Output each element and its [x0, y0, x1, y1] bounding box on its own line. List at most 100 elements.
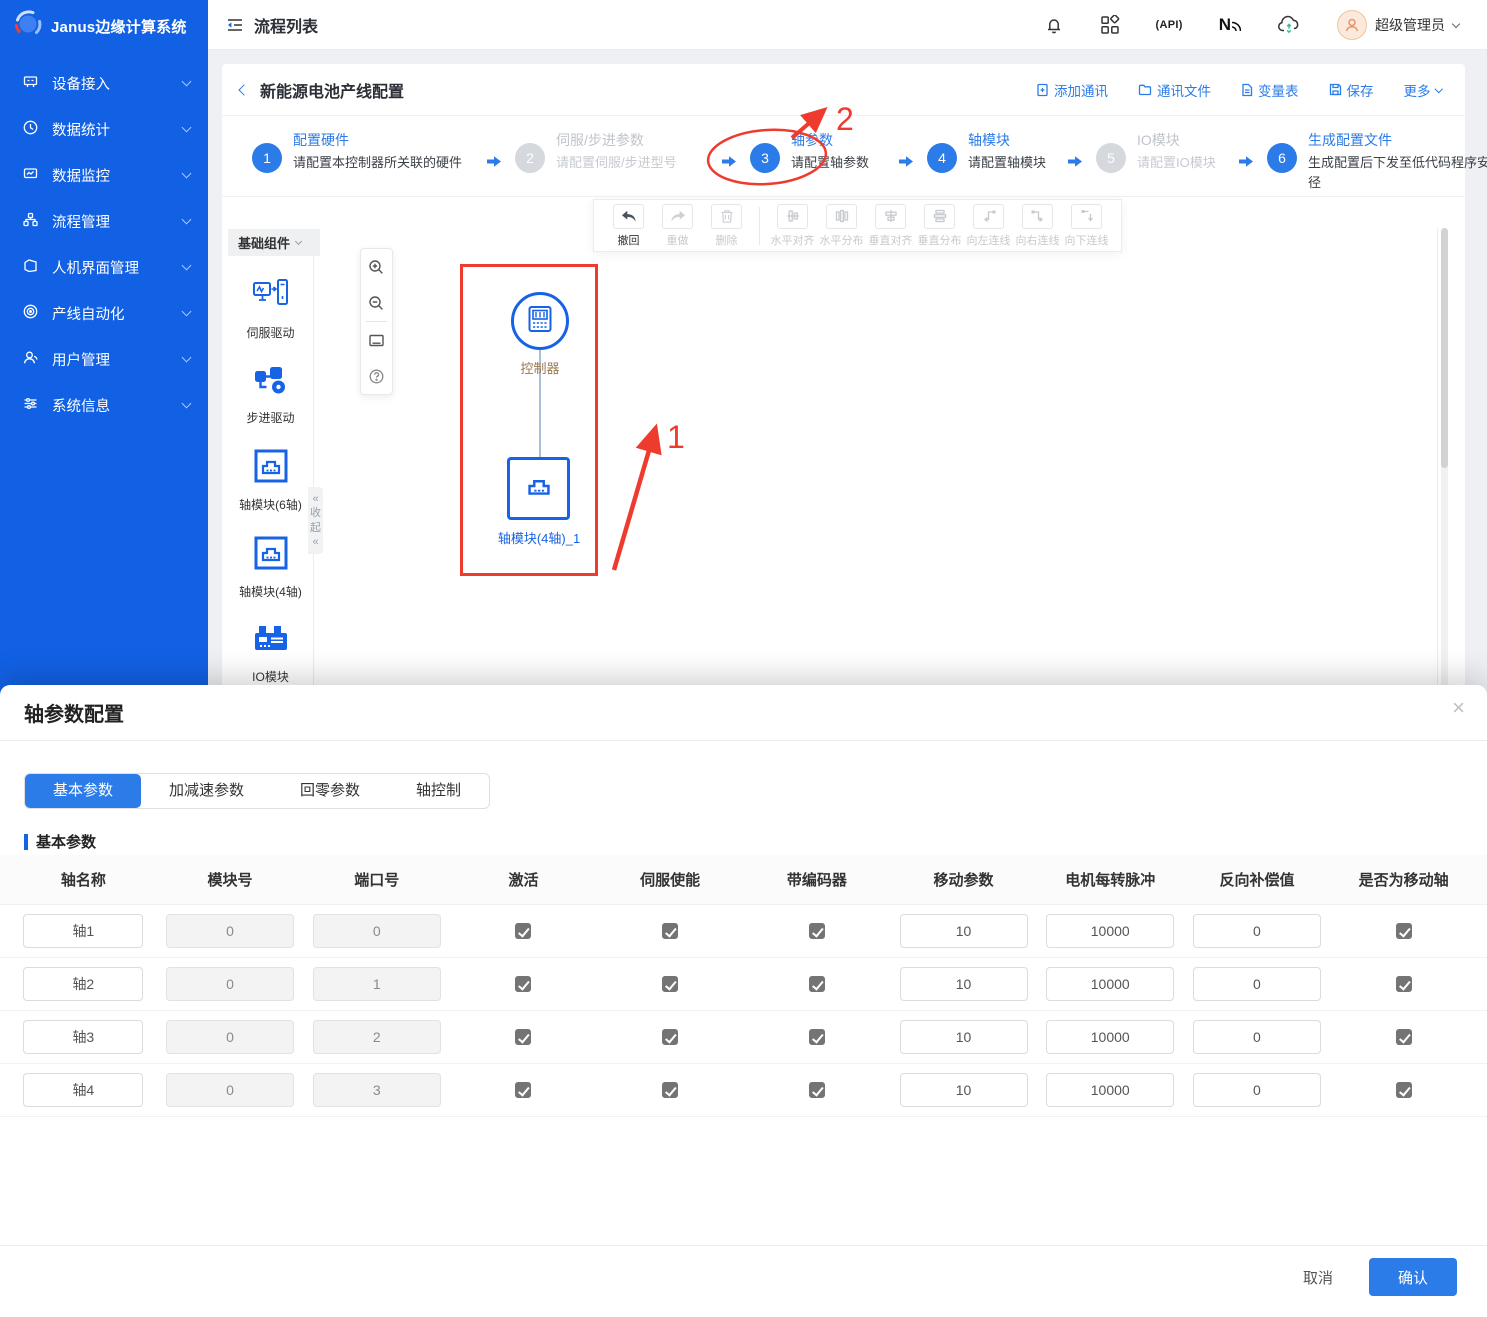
pulses-per-rev-input[interactable] — [1046, 1073, 1175, 1107]
sidebar-item-user-management[interactable]: 用户管理 — [0, 336, 208, 382]
move-param-input[interactable] — [899, 967, 1028, 1001]
sidebar-item-hmi-management[interactable]: 人机界面管理 — [0, 244, 208, 290]
tab-homing-params[interactable]: 回零参数 — [300, 782, 361, 799]
active-checkbox[interactable] — [515, 976, 532, 992]
connect-left-button[interactable]: 向左连线 — [964, 203, 1013, 248]
process-management-icon — [22, 211, 39, 232]
servo-enable-checkbox[interactable] — [662, 923, 679, 939]
zoom-in-icon[interactable] — [360, 249, 393, 285]
moving-axis-checkbox[interactable] — [1395, 1029, 1412, 1045]
palette-item-servo-drive[interactable]: 伺服驱动 — [228, 278, 313, 341]
tab-axis-control[interactable]: 轴控制 — [416, 782, 462, 799]
sidebar-item-data-monitor[interactable]: 数据监控 — [0, 152, 208, 198]
help-icon[interactable] — [360, 358, 393, 394]
back-button[interactable] — [238, 83, 250, 96]
sidebar-item-label: 数据统计 — [52, 122, 110, 139]
palette-collapse-handle[interactable]: « 收起 « — [308, 487, 323, 555]
pulses-per-rev-input[interactable] — [1046, 967, 1175, 1001]
distribute-vertical-button[interactable]: 垂直分布 — [915, 203, 964, 248]
step-3[interactable]: 3 轴参数 请配置轴参数 — [750, 130, 883, 173]
sidebar-item-process-management[interactable]: 流程管理 — [0, 198, 208, 244]
io-module-icon — [252, 622, 290, 661]
sidebar-item-line-automation[interactable]: 产线自动化 — [0, 290, 208, 336]
encoder-checkbox[interactable] — [808, 976, 825, 992]
scrollbar-thumb[interactable] — [1441, 228, 1448, 468]
palette-item-axis-module-6[interactable]: 轴模块(6轴) — [228, 448, 313, 513]
move-param-input[interactable] — [899, 1020, 1028, 1054]
delete-button[interactable]: 删除 — [702, 203, 751, 248]
connect-down-button[interactable]: 向下连线 — [1062, 203, 1111, 248]
moving-axis-checkbox[interactable] — [1395, 1082, 1412, 1098]
step-5[interactable]: 5 IO模块 请配置IO模块 — [1096, 130, 1223, 173]
servo-enable-checkbox[interactable] — [662, 976, 679, 992]
redo-button[interactable]: 重做 — [653, 203, 702, 248]
encoder-checkbox[interactable] — [808, 1029, 825, 1045]
close-icon[interactable]: × — [1452, 695, 1465, 720]
sidebar-item-data-statistics[interactable]: 数据统计 — [0, 106, 208, 152]
cancel-button[interactable]: 取消 — [1303, 1267, 1333, 1288]
axis-module-node[interactable] — [507, 457, 570, 520]
palette-item-axis-module-4[interactable]: 轴模块(4轴) — [228, 535, 313, 600]
active-checkbox[interactable] — [515, 1029, 532, 1045]
nodered-icon[interactable]: N — [1219, 15, 1241, 35]
bell-icon[interactable] — [1044, 15, 1064, 35]
apps-icon[interactable] — [1100, 14, 1120, 35]
align-vertical-button[interactable]: 垂直对齐 — [866, 203, 915, 248]
axis-name-input[interactable] — [23, 914, 144, 948]
add-comm-link[interactable]: 添加通讯 — [1036, 80, 1108, 100]
step-6[interactable]: 6 生成配置文件生成配置后下发至低代码程序安装路径 — [1267, 130, 1487, 192]
palette-item-stepper-drive[interactable]: 步进驱动 — [228, 363, 313, 426]
reverse-comp-input[interactable] — [1192, 1020, 1321, 1054]
active-checkbox[interactable] — [515, 1082, 532, 1098]
moving-axis-checkbox[interactable] — [1395, 976, 1412, 992]
stepper-drive-icon — [253, 363, 289, 402]
zoom-out-icon[interactable] — [360, 285, 393, 321]
header-actions: 添加通讯 通讯文件 变量表 保存 更多 — [1036, 80, 1443, 100]
pulses-per-rev-input[interactable] — [1046, 914, 1175, 948]
encoder-checkbox[interactable] — [808, 923, 825, 939]
distribute-horizontal-button[interactable]: 水平分布 — [817, 203, 866, 248]
pulses-per-rev-input[interactable] — [1046, 1020, 1175, 1054]
undo-button[interactable]: 撤回 — [604, 203, 653, 248]
axis-name-input[interactable] — [23, 1020, 144, 1054]
servo-enable-checkbox[interactable] — [662, 1029, 679, 1045]
more-link[interactable]: 更多 — [1404, 80, 1443, 100]
comm-file-link[interactable]: 通讯文件 — [1138, 80, 1211, 100]
axis-name-input[interactable] — [23, 967, 144, 1001]
canvas-scrollbar[interactable] — [1441, 228, 1448, 838]
collapse-sidebar-icon[interactable] — [226, 17, 244, 33]
move-param-input[interactable] — [899, 1073, 1028, 1107]
align-horizontal-button[interactable]: 水平对齐 — [768, 203, 817, 248]
reverse-comp-input[interactable] — [1192, 914, 1321, 948]
confirm-button[interactable]: 确认 — [1369, 1258, 1457, 1296]
sidebar-item-device-access[interactable]: 设备接入 — [0, 60, 208, 106]
api-icon[interactable]: (API) — [1155, 18, 1183, 31]
tab-accel-params[interactable]: 加减速参数 — [169, 782, 245, 799]
servo-enable-checkbox[interactable] — [662, 1082, 679, 1098]
move-param-input[interactable] — [899, 914, 1028, 948]
reverse-comp-input[interactable] — [1192, 1073, 1321, 1107]
tab-basic-params[interactable]: 基本参数 — [25, 774, 142, 808]
active-checkbox[interactable] — [515, 923, 532, 939]
axis-name-input[interactable] — [23, 1073, 144, 1107]
controller-node[interactable] — [511, 292, 569, 350]
palette-header[interactable]: 基础组件 — [228, 229, 320, 256]
step-2[interactable]: 2 伺服/步进参数 请配置伺服/步进型号 — [515, 130, 706, 173]
chevron-down-icon — [181, 260, 192, 271]
encoder-checkbox[interactable] — [808, 1082, 825, 1098]
variable-table-link[interactable]: 变量表 — [1241, 80, 1299, 100]
user-menu[interactable]: 超级管理员 — [1337, 9, 1461, 40]
step-4[interactable]: 4 轴模块 请配置轴模块 — [927, 130, 1052, 173]
sidebar-item-label: 用户管理 — [52, 352, 110, 369]
canvas-zoom-toolbar — [360, 248, 393, 395]
step-1[interactable]: 1 配置硬件 请配置本控制器所关联的硬件 — [252, 130, 471, 173]
cloud-sync-icon[interactable] — [1277, 15, 1301, 35]
connect-right-button[interactable]: 向右连线 — [1013, 203, 1062, 248]
fit-view-icon[interactable] — [360, 322, 393, 358]
add-comm-icon — [1037, 83, 1048, 96]
save-link[interactable]: 保存 — [1329, 80, 1374, 100]
palette-item-io-module[interactable]: IO模块 — [228, 622, 313, 685]
reverse-comp-input[interactable] — [1192, 967, 1321, 1001]
sidebar-item-system-info[interactable]: 系统信息 — [0, 382, 208, 428]
moving-axis-checkbox[interactable] — [1395, 923, 1412, 939]
